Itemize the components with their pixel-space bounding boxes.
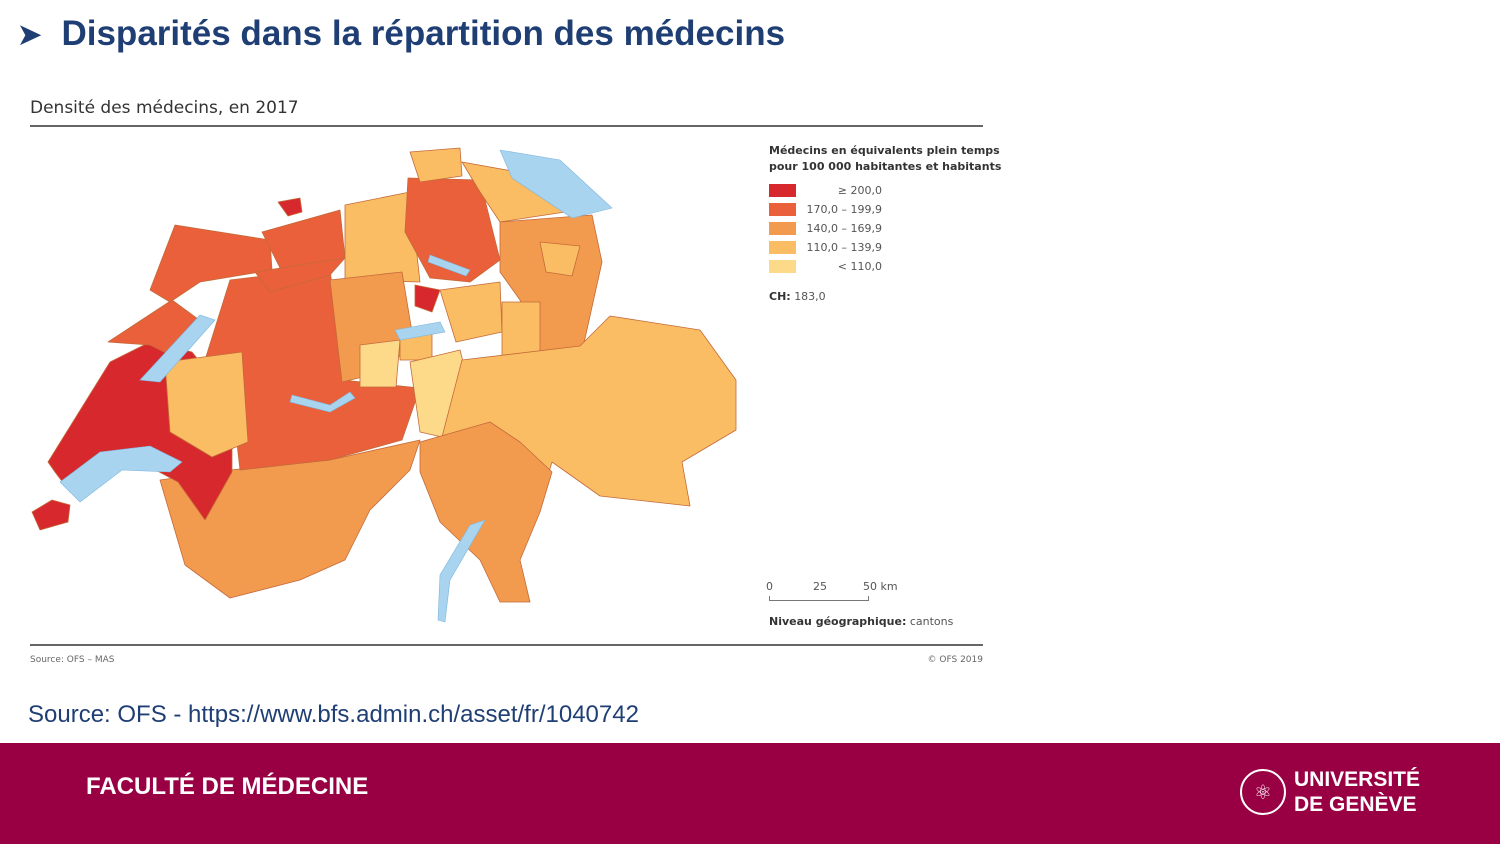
slide-title-text: Disparités dans la répartition des médec…: [61, 14, 786, 53]
canton-obwalden: [359, 339, 401, 388]
legend-item: 140,0 – 169,9: [769, 219, 1001, 238]
faculty-name: FACULTÉ DE MÉDECINE: [86, 773, 369, 800]
canton-schaffhausen: [409, 147, 463, 183]
lake-neuchatel: [139, 314, 216, 383]
legend-item: 110,0 – 139,9: [769, 238, 1001, 257]
lake-thun-brienz: [289, 391, 356, 413]
slide-title: ➤ Disparités dans la répartition des méd…: [18, 14, 785, 54]
legend-item: 170,0 – 199,9: [769, 200, 1001, 219]
canton-glarus: [501, 301, 541, 357]
legend-swatch: [769, 222, 796, 235]
legend-item: < 110,0: [769, 257, 1001, 276]
geo-level-label: Niveau géographique:: [769, 615, 907, 628]
canton-schwyz: [439, 281, 503, 343]
map-legend: Médecins en équivalents plein temps pour…: [769, 143, 1001, 303]
legend-swatch: [769, 184, 796, 197]
legend-label: ≥ 200,0: [837, 184, 882, 197]
university-logo: ⚛ UNIVERSITÉ DE GENÈVE: [1240, 767, 1420, 817]
legend-swatch: [769, 203, 796, 216]
canton-solothurn: [254, 257, 346, 293]
canton-basel-stadt: [277, 197, 303, 217]
switzerland-choropleth-map: [31, 147, 737, 623]
legend-label: < 110,0: [837, 260, 882, 273]
footer-bar: FACULTÉ DE MÉDECINE ⚛ UNIVERSITÉ DE GENÈ…: [0, 743, 1500, 844]
lake-geneva: [59, 445, 183, 503]
scale-tick-25: 25: [813, 580, 827, 593]
legend-label: 140,0 – 169,9: [806, 222, 882, 235]
university-name-line2: DE GENÈVE: [1294, 793, 1417, 816]
geo-level-value: cantons: [909, 615, 954, 628]
scale-tick-0: 0: [766, 580, 773, 593]
canton-aargau: [344, 191, 421, 283]
scale-line: [769, 596, 869, 601]
lake-constance: [499, 149, 613, 219]
map-copyright: © OFS 2019: [927, 655, 983, 665]
lake-lucerne: [394, 321, 446, 341]
geographic-level: Niveau géographique: cantons: [769, 615, 953, 628]
legend-title-1: Médecins en équivalents plein temps: [769, 144, 1000, 157]
arrowhead-bullet-icon: ➤: [18, 18, 42, 50]
ch-label: CH:: [769, 290, 791, 303]
map-title: Densité des médecins, en 2017: [30, 98, 299, 118]
map-source: Source: OFS – MAS: [30, 655, 115, 665]
bottom-divider: [30, 644, 983, 646]
canton-fribourg: [164, 351, 249, 458]
legend-title-2: pour 100 000 habitantes et habitants: [769, 160, 1002, 173]
slide-source: Source: OFS - https://www.bfs.admin.ch/a…: [28, 701, 639, 728]
ch-average: CH: 183,0: [769, 290, 1001, 303]
university-seal-icon: ⚛: [1240, 769, 1286, 815]
scale-tick-50: 50 km: [863, 580, 898, 593]
lake-zurich: [427, 254, 471, 277]
ch-value: 183,0: [794, 290, 826, 303]
legend-item: ≥ 200,0: [769, 181, 1001, 200]
legend-swatch: [769, 241, 796, 254]
university-name-line1: UNIVERSITÉ: [1294, 768, 1421, 791]
legend-label: 170,0 – 199,9: [806, 203, 882, 216]
lake-maggiore: [437, 519, 486, 623]
legend-label: 110,0 – 139,9: [806, 241, 882, 254]
legend-swatch: [769, 260, 796, 273]
canton-geneva: [31, 499, 71, 531]
canton-appenzell: [539, 241, 581, 277]
top-divider: [30, 125, 983, 127]
canton-zug: [414, 284, 441, 313]
canton-ticino: [419, 421, 553, 603]
